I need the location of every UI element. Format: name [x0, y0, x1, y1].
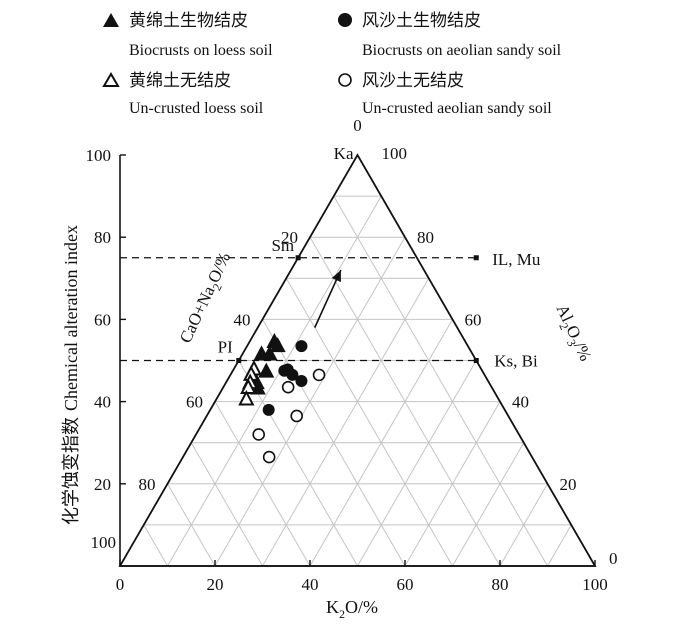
- x-tick-label: 80: [492, 575, 509, 594]
- left-edge-title: CaO+Na2O/%: [176, 249, 238, 347]
- legend-label-en: Un-crusted aeolian sandy soil: [362, 100, 552, 117]
- x-tick-label: 20: [207, 575, 224, 594]
- svg-text:Al2O3/%: Al2O3/%: [549, 301, 595, 365]
- grid-line: [309, 236, 501, 567]
- legend-label-cn: 黄绵土生物结皮: [129, 11, 248, 31]
- mineral-point: [473, 358, 479, 363]
- data-point-biocrusts-on-aeolian-sandy-soil: [295, 340, 308, 353]
- grid-line: [167, 483, 216, 567]
- right-edge-tick-label: 40: [512, 393, 529, 412]
- data-point-biocrusts-on-loess-soil: [258, 362, 275, 378]
- mineral-point: [236, 358, 242, 363]
- grid-line: [214, 401, 311, 567]
- grid-line: [333, 195, 548, 567]
- right-edge-tick-label: 20: [560, 475, 577, 494]
- right-edge-title: Al2O3/%: [549, 301, 596, 365]
- grid-line: [167, 195, 382, 567]
- mineral-label: PI: [218, 338, 233, 357]
- grid-line: [143, 524, 168, 567]
- grid-line: [262, 278, 430, 567]
- y-axis-title-cn: 化学蚀变指数: [61, 417, 81, 525]
- data-point-biocrusts-on-loess-soil: [269, 337, 286, 353]
- y-axis-title-en: Chemical alteration index: [61, 225, 81, 411]
- right-edge-tick-label: 0: [609, 549, 618, 568]
- right-edge-tick-label: 100: [382, 144, 408, 163]
- grid-line: [262, 319, 406, 567]
- legend-marker-open-triangle: [102, 72, 120, 87]
- grid-line: [238, 360, 358, 567]
- left-edge-tick-label: 0: [353, 116, 362, 135]
- data-point-biocrusts-on-loess-soil: [253, 345, 270, 361]
- data-point-un-crusted-aeolian-sandy-soil: [252, 428, 266, 441]
- grid-line: [452, 442, 525, 567]
- mineral-label: IL, Mu: [492, 250, 541, 269]
- axes: 0 20 40 60 80 100 100 80 60 40 20 0 20 40 60 80 100 100 80…: [86, 116, 618, 594]
- data-markers: [238, 269, 342, 464]
- x-tick-label: 40: [302, 575, 319, 594]
- data-point-biocrusts-on-aeolian-sandy-soil: [286, 368, 299, 381]
- legend-label-cn: 黄绵土无结皮: [129, 71, 231, 91]
- x-tick-label: 60: [397, 575, 414, 594]
- left-edge-tick-label: 100: [91, 533, 117, 552]
- x-axis-title: K2O/%: [326, 597, 378, 621]
- legend-label-cn: 风沙土无结皮: [362, 71, 464, 91]
- legend-marker-filled-circle: [338, 13, 352, 27]
- legend-marker-open-circle: [338, 73, 352, 87]
- legend-label-en: Biocrusts on aeolian sandy soil: [362, 42, 562, 59]
- svg-text:化学蚀变指数Chemical alteration inde: 化学蚀变指数 Chemical alteration index: [61, 225, 81, 525]
- mineral-label: Sm: [271, 236, 294, 255]
- data-point-un-crusted-aeolian-sandy-soil: [262, 450, 276, 464]
- legend: 黄绵土生物结皮 Biocrusts on loess soil 风沙土生物结皮 …: [102, 11, 562, 117]
- grid-line: [357, 360, 477, 567]
- mineral-label: Ka: [334, 144, 354, 163]
- ternary-grid: [143, 195, 572, 567]
- data-point-biocrusts-on-aeolian-sandy-soil: [295, 375, 308, 388]
- x-tick-label: 0: [116, 575, 125, 594]
- grid-line: [190, 442, 263, 567]
- x-tick-label: 100: [582, 575, 608, 594]
- legend-label-cn: 风沙土生物结皮: [362, 11, 481, 31]
- mineral-point: [473, 255, 479, 261]
- left-edge-tick-label: 60: [186, 393, 203, 412]
- mineral-label: Ks, Bi: [494, 352, 538, 371]
- data-point-un-crusted-loess-soil: [238, 389, 255, 406]
- legend-marker-filled-triangle: [103, 13, 119, 27]
- y-tick-label: 20: [94, 475, 111, 494]
- y-tick-label: 40: [94, 393, 111, 412]
- left-edge-tick-label: 20: [281, 228, 298, 247]
- data-point-un-crusted-loess-soil: [240, 378, 257, 395]
- y-tick-label: 60: [94, 310, 111, 329]
- mineral-point: [295, 255, 301, 261]
- right-edge-tick-label: 60: [465, 310, 482, 329]
- y-axis-title: 化学蚀变指数 Chemical alteration index: [61, 225, 81, 525]
- mineral-labels: Ka Sm IL, Mu PI Ks, Bi: [218, 144, 541, 371]
- grid-line: [547, 524, 572, 567]
- y-tick-label: 100: [86, 146, 112, 165]
- left-edge-tick-label: 40: [234, 310, 251, 329]
- legend-label-en: Biocrusts on loess soil: [129, 42, 273, 59]
- data-point-un-crusted-aeolian-sandy-soil: [281, 380, 295, 394]
- left-edge-tick-label: 80: [139, 475, 156, 494]
- y-tick-label: 80: [94, 228, 111, 247]
- data-point-biocrusts-on-aeolian-sandy-soil: [262, 403, 275, 416]
- trend-arrow-head: [331, 270, 341, 283]
- data-point-un-crusted-aeolian-sandy-soil: [290, 409, 304, 423]
- legend-label-en: Un-crusted loess soil: [129, 100, 264, 117]
- data-point-un-crusted-aeolian-sandy-soil: [312, 368, 326, 382]
- right-edge-tick-label: 80: [417, 228, 434, 247]
- grid-line: [285, 278, 453, 567]
- svg-text:CaO+Na2O/%: CaO+Na2O/%: [176, 249, 238, 347]
